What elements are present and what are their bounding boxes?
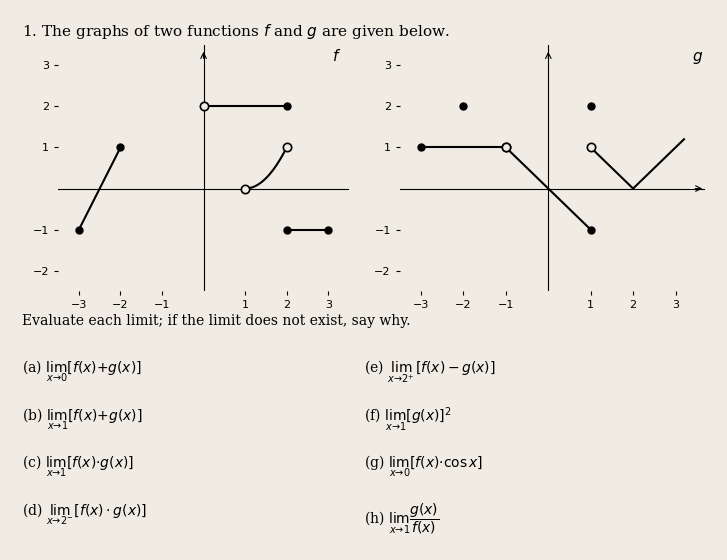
- Text: (f) $\lim_{x \to 1}[g(x)]^2$: (f) $\lim_{x \to 1}[g(x)]^2$: [364, 406, 451, 434]
- Text: Evaluate each limit; if the limit does not exist, say why.: Evaluate each limit; if the limit does n…: [22, 314, 410, 328]
- Text: (e) $\lim_{x \to 2^+}[f(x) - g(x)]$: (e) $\lim_{x \to 2^+}[f(x) - g(x)]$: [364, 358, 495, 385]
- Text: $g$: $g$: [692, 50, 704, 66]
- Text: 1. The graphs of two functions $f$ and $g$ are given below.: 1. The graphs of two functions $f$ and $…: [22, 22, 449, 41]
- Text: (g) $\lim_{x \to 0}[f(x) \cdot \cos x]$: (g) $\lim_{x \to 0}[f(x) \cdot \cos x]$: [364, 454, 483, 479]
- Text: (h) $\lim_{x \to 1} \dfrac{g(x)}{f(x)}$: (h) $\lim_{x \to 1} \dfrac{g(x)}{f(x)}$: [364, 501, 438, 535]
- Text: (a) $\lim_{x \to 0}[f(x) + g(x)]$: (a) $\lim_{x \to 0}[f(x) + g(x)]$: [22, 358, 142, 384]
- Text: (d) $\lim_{x \to 2^-}[f(x) \cdot g(x)]$: (d) $\lim_{x \to 2^-}[f(x) \cdot g(x)]$: [22, 501, 147, 527]
- Text: (b) $\lim_{x \to 1}[f(x) + g(x)]$: (b) $\lim_{x \to 1}[f(x) + g(x)]$: [22, 406, 142, 432]
- Text: $f$: $f$: [332, 48, 342, 64]
- Text: (c) $\lim_{x \to 1}[f(x) \cdot g(x)]$: (c) $\lim_{x \to 1}[f(x) \cdot g(x)]$: [22, 454, 134, 479]
